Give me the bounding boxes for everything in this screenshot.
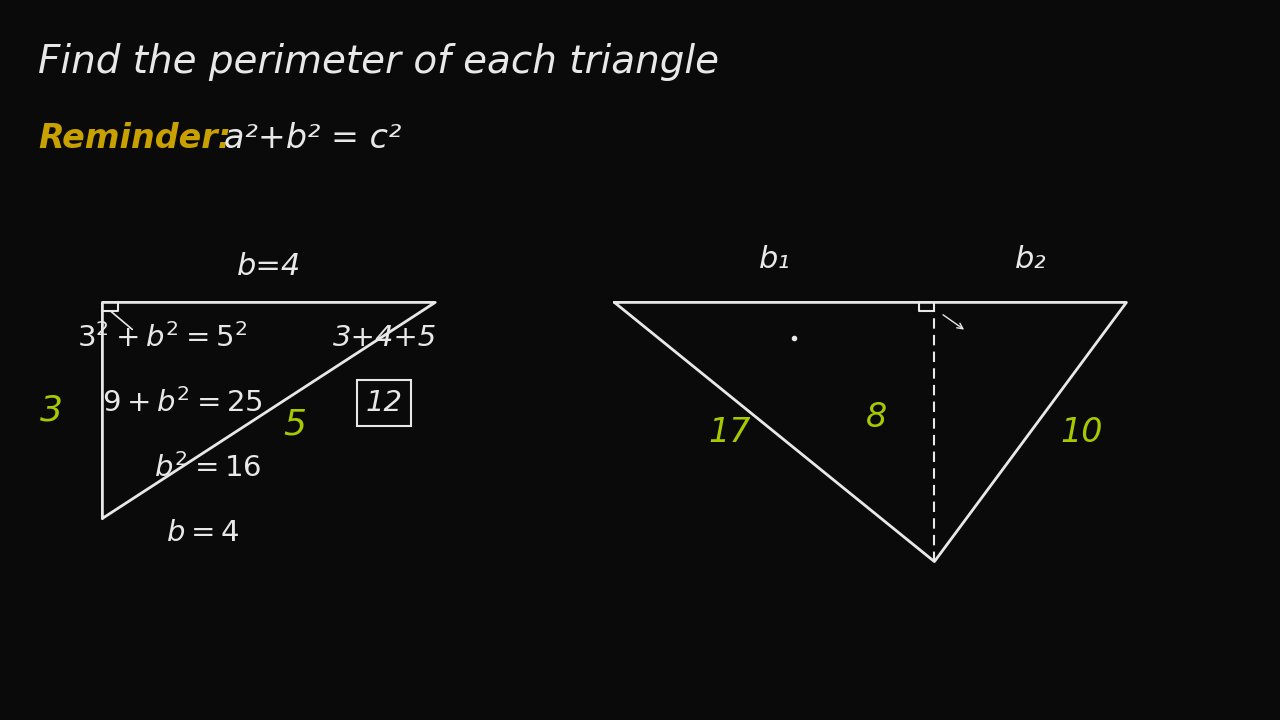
Text: $9+b^2 = 25$: $9+b^2 = 25$ — [102, 388, 264, 418]
Text: b₁: b₁ — [759, 245, 790, 274]
Text: 3+4+5: 3+4+5 — [333, 325, 436, 352]
Text: 5: 5 — [283, 408, 306, 442]
Text: 10: 10 — [1060, 415, 1103, 449]
Text: b=4: b=4 — [237, 252, 301, 281]
Text: $b = 4$: $b = 4$ — [166, 519, 239, 546]
Text: a²+b² = c²: a²+b² = c² — [224, 122, 402, 156]
Text: 12: 12 — [366, 390, 402, 417]
Text: 8: 8 — [867, 401, 887, 434]
Text: $3^2+b^2 = 5^2$: $3^2+b^2 = 5^2$ — [77, 323, 247, 354]
Text: 3: 3 — [40, 393, 63, 428]
Text: 17: 17 — [708, 415, 751, 449]
Text: Find the perimeter of each triangle: Find the perimeter of each triangle — [38, 43, 719, 81]
Text: b₂: b₂ — [1015, 245, 1046, 274]
Text: Reminder:: Reminder: — [38, 122, 232, 156]
Text: $b^2 = 16$: $b^2 = 16$ — [154, 453, 261, 483]
